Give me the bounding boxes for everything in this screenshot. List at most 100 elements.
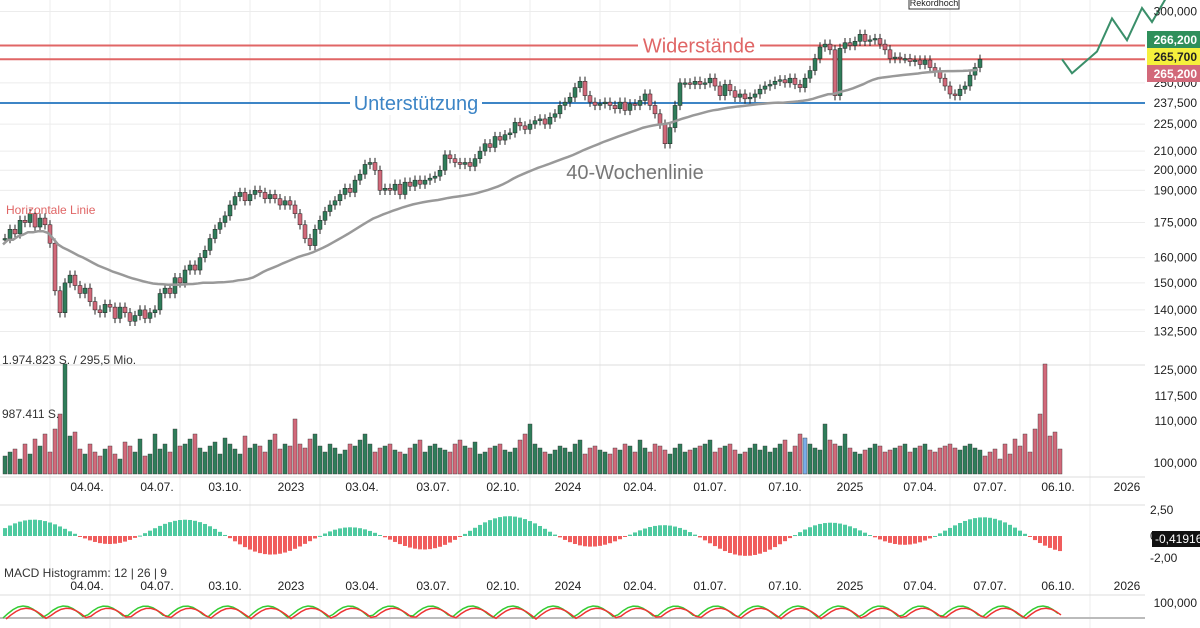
volume-bar [22, 443, 28, 475]
candle-body [617, 101, 623, 110]
volume-bar [97, 455, 103, 475]
macd-bar [178, 520, 182, 536]
macd-bar [73, 533, 77, 536]
macd-bar [13, 523, 17, 536]
candle-body [927, 59, 933, 68]
macd-bar [83, 536, 87, 539]
macd-bar [953, 525, 957, 536]
candle-body [917, 59, 923, 65]
volume-bar [927, 449, 933, 475]
volume-bar [272, 433, 278, 475]
volume-bar [412, 443, 418, 475]
macd-bar [168, 522, 172, 536]
volume-bar [847, 447, 853, 475]
macd-bar [23, 520, 27, 536]
macd-bar [563, 536, 567, 540]
macd-bar [3, 528, 7, 536]
macd-bar [388, 536, 392, 540]
macd-bar [203, 523, 207, 536]
volume-bar [247, 447, 253, 475]
macd-bar [313, 536, 317, 539]
volume-bar [522, 433, 528, 475]
macd-bar [43, 521, 47, 536]
volume-bar [692, 447, 698, 475]
macd-bar [468, 530, 472, 536]
macd-bar [433, 536, 437, 549]
volume-bar [637, 439, 643, 475]
candle-body [652, 105, 658, 115]
macd-bar [1008, 524, 1012, 536]
volume-bar [897, 445, 903, 475]
candle-body [977, 59, 983, 68]
volume-bar [257, 445, 263, 475]
record-high-box [908, 0, 960, 10]
candle-body [527, 123, 533, 130]
macd-bar [443, 536, 447, 545]
x-tick-label: 03.10. [208, 480, 241, 494]
volume-bar [872, 443, 878, 475]
candle-body [512, 122, 518, 134]
volume-bar [207, 445, 213, 475]
candle-body [497, 136, 503, 141]
candle-body [257, 190, 263, 193]
price-tag-bg [1147, 48, 1200, 65]
candles [2, 29, 983, 326]
candle-body [797, 84, 803, 88]
volume-bar [462, 445, 468, 475]
macd-bar [638, 530, 642, 536]
macd-tick-label: 2,50 [1150, 503, 1174, 517]
moving-average-line [2, 68, 979, 287]
macd-bar [78, 536, 82, 537]
macd-bar [978, 517, 982, 536]
candle-body [87, 287, 93, 302]
stochastic-k-line [2, 605, 1059, 620]
candle-body [147, 312, 153, 319]
macd-bar [253, 536, 257, 552]
macd-bar [233, 536, 237, 542]
resistance-label-bg [638, 33, 760, 58]
volume-bar [297, 443, 303, 475]
macd-bar [273, 536, 277, 555]
macd-bar [833, 522, 837, 536]
candle-body [182, 269, 188, 284]
volume-bar [632, 451, 638, 475]
macd-bar [523, 519, 527, 536]
x-tick-label: 03.04. [345, 480, 378, 494]
macd-bar [918, 536, 922, 543]
candle-body [402, 181, 408, 195]
macd-bar [283, 536, 287, 553]
candle-body [192, 264, 198, 271]
price-tick-label: 190,000 [1154, 183, 1198, 197]
candle-body [462, 162, 468, 165]
macd-bar [813, 525, 817, 536]
x-tick-label: 01.07. [693, 480, 726, 494]
candle-body [287, 200, 293, 206]
x-tick-label-lower: 02.10. [486, 579, 519, 593]
macd-bar [18, 521, 22, 536]
candle-body [217, 222, 223, 230]
macd-bar [138, 535, 142, 537]
macd-bar [418, 536, 422, 550]
macd-bar [783, 536, 787, 542]
macd-bar [648, 527, 652, 536]
candle-body [447, 154, 453, 159]
candle-body [297, 213, 303, 226]
macd-bar [878, 536, 882, 540]
price-tick-label: 225,000 [1154, 117, 1198, 131]
volume-bar [852, 451, 858, 475]
volume-bar [122, 441, 128, 475]
x-tick-label: 2024 [555, 480, 582, 494]
volume-bar [667, 453, 673, 475]
volume-bar [202, 451, 208, 475]
macd-bar [153, 528, 157, 536]
macd-bar [738, 536, 742, 556]
volume-label-mid: 987.411 S. [2, 407, 59, 421]
candle-body [672, 105, 678, 128]
macd-bar [413, 536, 417, 549]
volume-bar [557, 445, 563, 475]
volume-bar [907, 451, 913, 475]
macd-bar [1018, 530, 1022, 536]
volume-bar [827, 439, 833, 475]
volume-bar [572, 443, 578, 475]
macd-bar [818, 523, 822, 536]
